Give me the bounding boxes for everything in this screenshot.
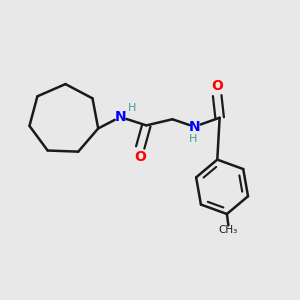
Text: O: O — [211, 80, 223, 93]
Text: CH₃: CH₃ — [219, 225, 238, 235]
Text: O: O — [134, 150, 146, 164]
Text: H: H — [189, 134, 197, 144]
Text: N: N — [115, 110, 126, 124]
Text: H: H — [128, 103, 136, 113]
Text: N: N — [189, 120, 200, 134]
